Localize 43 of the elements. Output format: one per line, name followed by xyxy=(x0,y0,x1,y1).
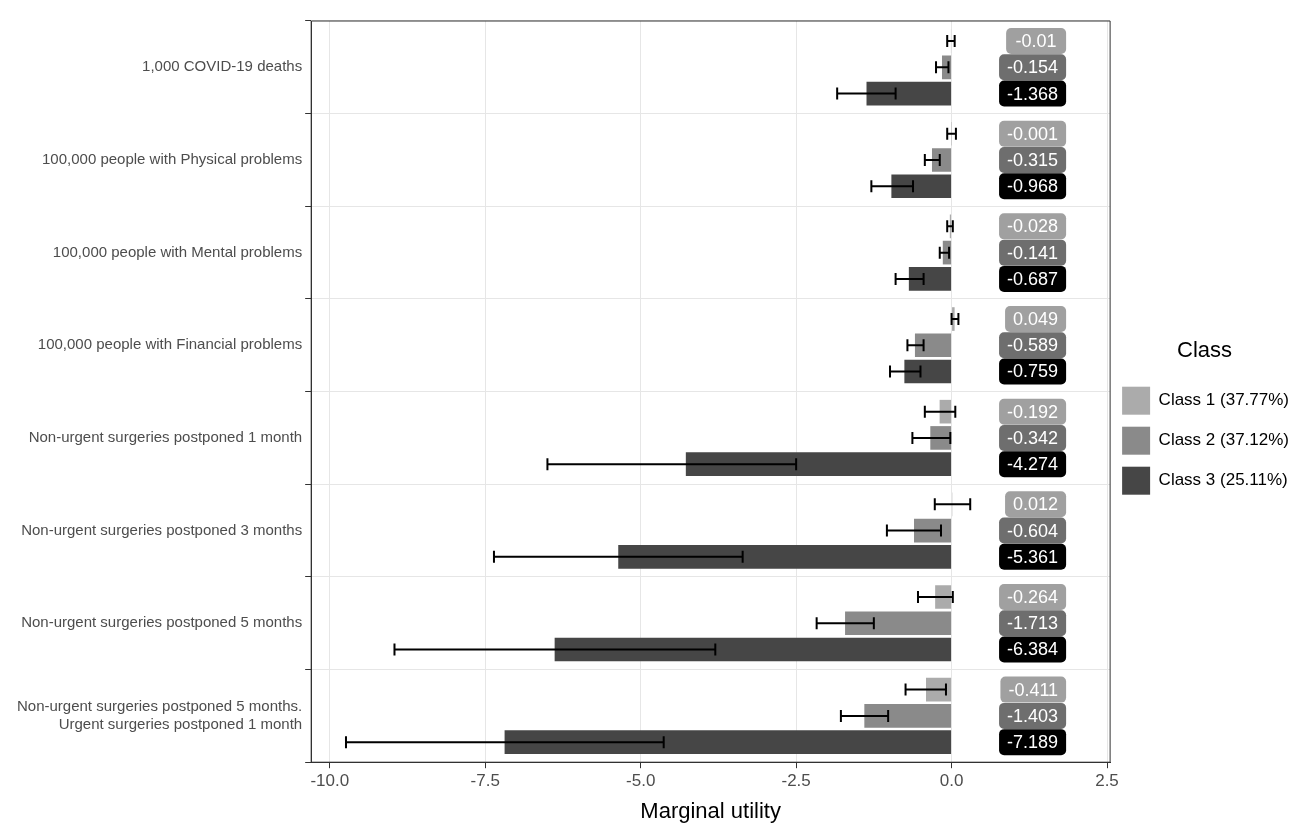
data-label: -0.141 xyxy=(1007,242,1059,263)
legend-label: Class 1 (37.77%) xyxy=(1158,390,1289,410)
data-label: -6.384 xyxy=(1007,639,1059,660)
data-label: -0.01 xyxy=(1015,31,1057,52)
data-label: -0.001 xyxy=(1007,123,1059,144)
data-label: -0.589 xyxy=(1007,335,1059,356)
legend-label: Class 3 (25.11%) xyxy=(1158,470,1288,490)
x-tick-label: -5.0 xyxy=(626,771,656,791)
data-label: -0.028 xyxy=(1007,216,1059,237)
y-tick-label: 1,000 COVID-19 deaths xyxy=(142,57,303,75)
y-tick-label: Non-urgent surgeries postponed 5 months. Urgent surgeries postponed 1 month xyxy=(17,697,303,733)
y-tick-label: Non-urgent surgeries postponed 5 months xyxy=(21,613,303,631)
data-label: -0.154 xyxy=(1007,57,1059,78)
legend-label: Class 2 (37.12%) xyxy=(1158,430,1289,450)
data-label: -0.687 xyxy=(1007,268,1059,289)
data-label: -0.315 xyxy=(1007,149,1059,170)
x-axis-title: Marginal utility xyxy=(640,797,781,823)
data-label: -1.368 xyxy=(1007,83,1059,104)
y-tick-label: 100,000 people with Physical problems xyxy=(42,150,303,168)
data-label: -0.759 xyxy=(1007,361,1059,382)
data-label: -0.192 xyxy=(1007,401,1059,422)
x-tick-label: 0.0 xyxy=(939,771,964,791)
data-label: -7.189 xyxy=(1007,732,1059,753)
data-label: -5.361 xyxy=(1007,546,1059,567)
data-label: -0.604 xyxy=(1007,520,1059,541)
y-tick-label: Non-urgent surgeries postponed 3 months xyxy=(21,520,303,538)
x-tick-label: 2.5 xyxy=(1095,771,1119,791)
x-tick-label: -7.5 xyxy=(470,771,500,791)
x-tick-label: -2.5 xyxy=(781,771,811,791)
data-label: -4.274 xyxy=(1007,454,1059,475)
y-tick-label: Non-urgent surgeries postponed 1 month xyxy=(28,428,303,446)
y-tick-label: 100,000 people with Financial problems xyxy=(37,335,303,353)
legend-title: Class xyxy=(1177,337,1233,363)
data-label: -1.403 xyxy=(1007,705,1059,726)
data-label: -0.342 xyxy=(1007,427,1059,448)
data-label: -0.264 xyxy=(1007,586,1059,607)
data-label: 0.012 xyxy=(1013,494,1059,515)
data-label: -1.713 xyxy=(1007,613,1059,634)
data-label: -0.411 xyxy=(1008,679,1059,700)
x-tick-label: -10.0 xyxy=(310,771,350,791)
data-label: 0.049 xyxy=(1013,308,1059,329)
data-label: -0.968 xyxy=(1007,176,1059,197)
y-tick-label: 100,000 people with Mental problems xyxy=(52,242,303,260)
